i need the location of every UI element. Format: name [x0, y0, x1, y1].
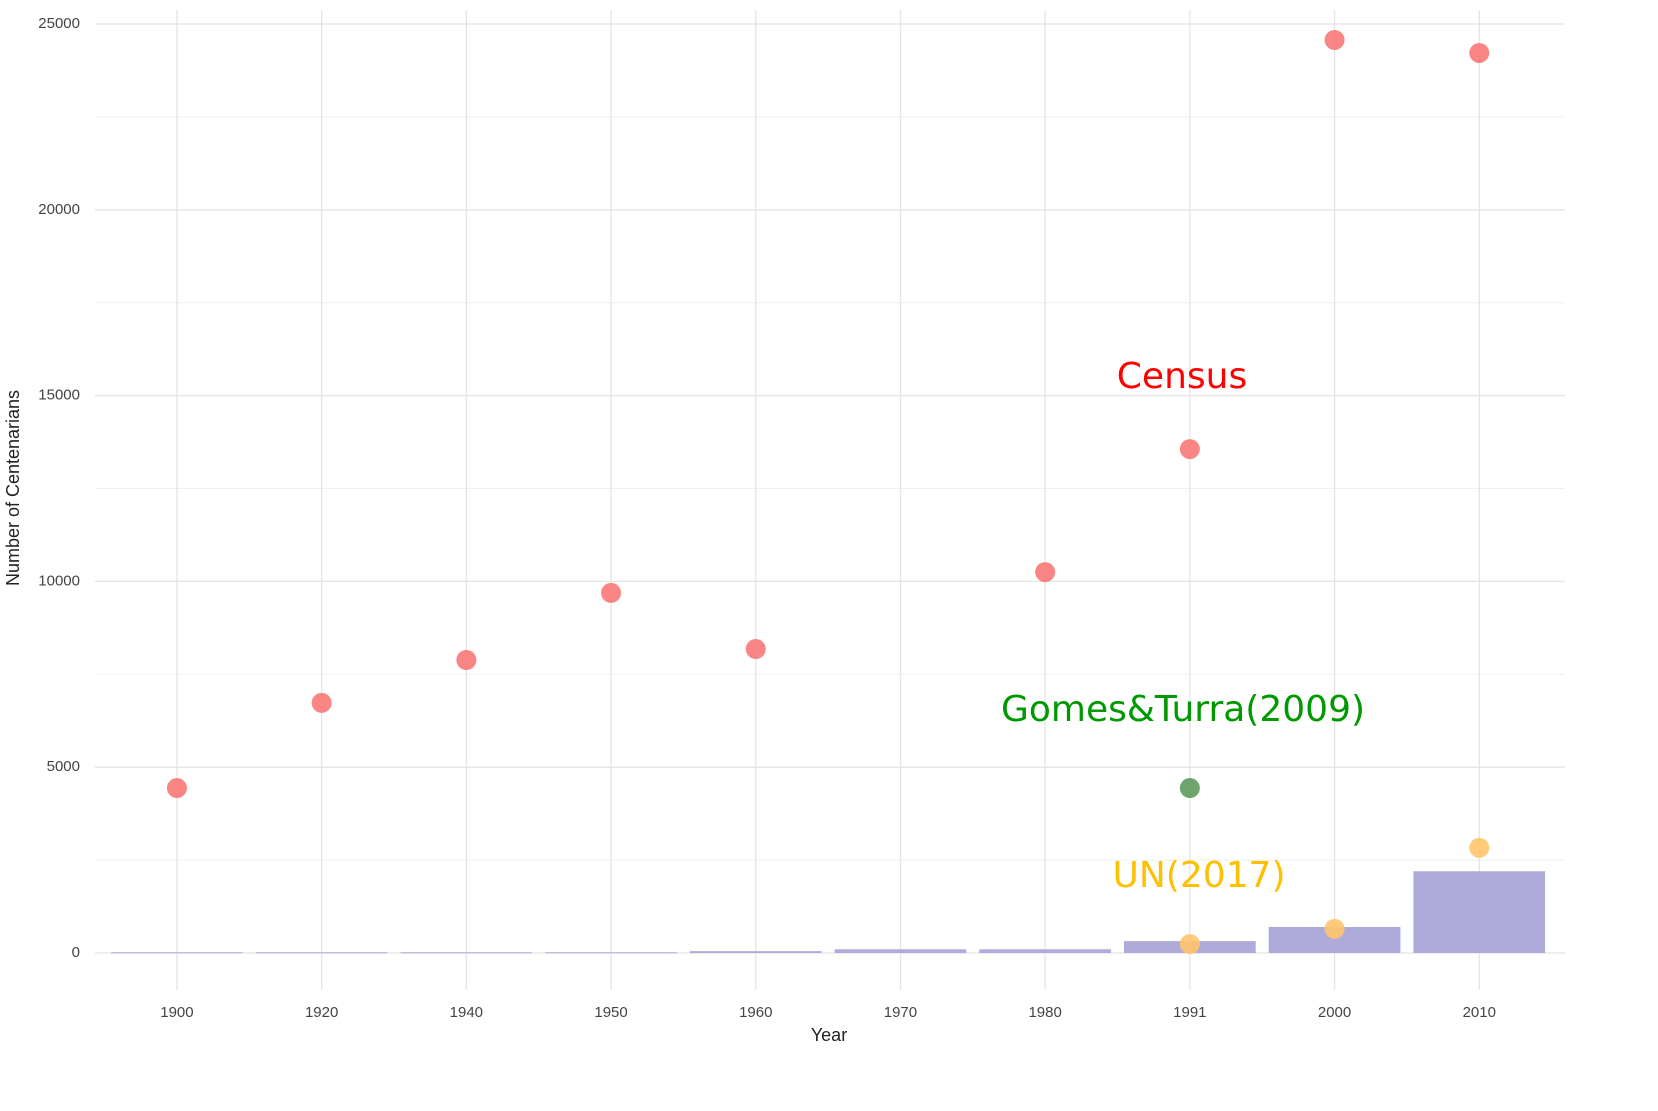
bar [1413, 871, 1546, 953]
bar [834, 949, 967, 953]
y-tick-label: 0 [72, 944, 80, 961]
x-tick-label: 2000 [1318, 1004, 1351, 1021]
point [1179, 778, 1200, 799]
x-tick-label: 1960 [739, 1004, 772, 1021]
point [311, 692, 332, 713]
bar [400, 952, 533, 954]
x-tick-label: 1900 [160, 1004, 193, 1021]
point [456, 649, 477, 670]
y-tick-label: 25000 [38, 15, 80, 32]
bar [689, 951, 822, 953]
x-tick-label: 2010 [1463, 1004, 1496, 1021]
point [1324, 29, 1345, 50]
marks [111, 29, 1546, 955]
bar [545, 952, 677, 954]
y-tick-label: 10000 [38, 572, 80, 589]
point [1179, 439, 1200, 460]
point [1324, 918, 1345, 939]
point [601, 582, 622, 603]
y-tick-label: 20000 [38, 201, 80, 218]
point [745, 639, 766, 660]
point [1179, 934, 1200, 955]
x-axis-title: Year [811, 1025, 847, 1045]
bar [111, 952, 243, 954]
x-tick-label: 1950 [594, 1004, 627, 1021]
grid [95, 10, 1565, 990]
x-tick-label: 1940 [450, 1004, 483, 1021]
annotation: Gomes&Turra(2009) [1001, 689, 1365, 730]
bar [979, 949, 1111, 953]
y-tick-label: 15000 [38, 387, 80, 404]
annotation: Census [1117, 356, 1247, 397]
point [1469, 42, 1490, 63]
x-tick-label: 1991 [1173, 1004, 1206, 1021]
annotation: UN(2017) [1113, 855, 1286, 896]
x-tick-label: 1970 [884, 1004, 917, 1021]
point [166, 778, 187, 799]
y-axis-title: Number of Centenarians [3, 390, 23, 586]
point [1035, 562, 1056, 583]
y-tick-label: 5000 [47, 758, 80, 775]
point [1469, 837, 1490, 858]
bar [255, 952, 388, 954]
x-tick-label: 1920 [305, 1004, 338, 1021]
x-tick-label: 1980 [1028, 1004, 1061, 1021]
